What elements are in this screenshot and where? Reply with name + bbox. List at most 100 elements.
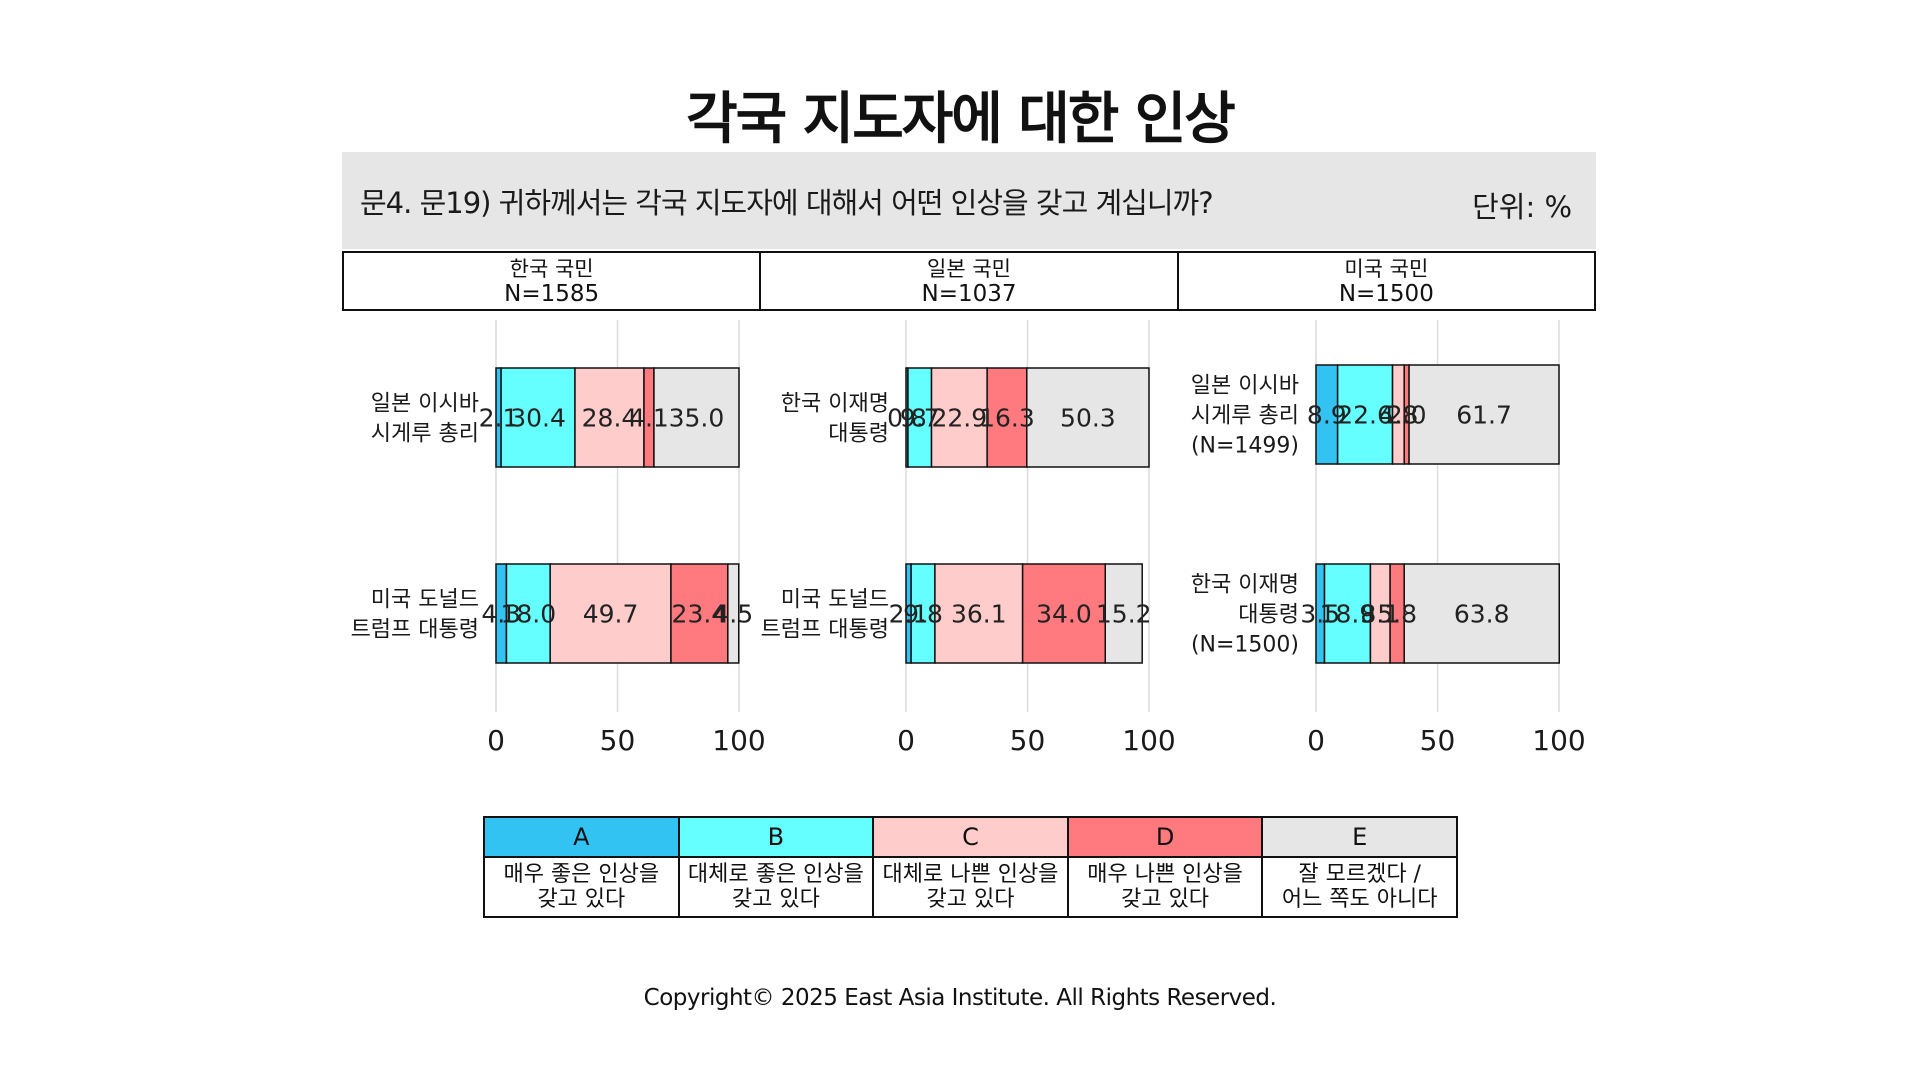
data-label: 16.3 [979, 404, 1035, 433]
bar-segment [1408, 364, 1560, 465]
legend-desc-line: 어느 쪽도 아니다 [1281, 887, 1438, 912]
data-label: 8.1 [1360, 600, 1400, 629]
data-label: 15.2 [1096, 600, 1152, 629]
data-label: 3.5 [1300, 600, 1340, 629]
data-label: 8.9 [1307, 401, 1347, 430]
chart-title: 각국 지도자에 대한 인상 [686, 87, 1236, 152]
legend-desc-line: 갖고 있다 [537, 887, 626, 912]
legend-code-c: C [872, 816, 1069, 858]
tick-label: 50 [1010, 724, 1046, 757]
panel-header-korea: 한국 국민 N=1585 [344, 253, 762, 309]
category-label: 대통령 [1238, 603, 1299, 628]
category-label: 시게루 총리 [1191, 404, 1299, 429]
data-label: 2.0 [1387, 401, 1427, 430]
tick-label: 100 [1122, 724, 1175, 757]
tick-label: 0 [1307, 724, 1325, 757]
legend-desc-line: 대체로 좋은 인상을 [687, 862, 864, 887]
panel-header-usa: 미국 국민 N=1500 [1179, 253, 1594, 309]
bar-segment [1104, 563, 1143, 664]
bar-segment [1403, 563, 1560, 664]
legend-desc-line: 갖고 있다 [731, 887, 820, 912]
data-label: 30.4 [510, 404, 566, 433]
legend-code-d: D [1066, 816, 1264, 858]
data-label: 36.1 [951, 600, 1007, 629]
data-label: 5.8 [1377, 600, 1417, 629]
tick-label: 50 [1420, 724, 1456, 757]
bar-segment [727, 563, 740, 664]
legend-desc-line: 갖고 있다 [926, 887, 1015, 912]
bar-segment [930, 367, 988, 468]
legend-code-e: E [1261, 816, 1458, 858]
panel-header-label: 미국 국민 [1344, 257, 1429, 281]
data-label: 9.8 [903, 600, 943, 629]
tick-label: 0 [897, 724, 915, 757]
bar-segment [1336, 364, 1394, 465]
data-label: 18.9 [1320, 600, 1376, 629]
data-label: 28.4 [582, 404, 638, 433]
category-label: 일본 이시바 [1191, 374, 1299, 399]
category-label: 한국 이재명 [781, 392, 889, 417]
bar-segment [934, 563, 1024, 664]
data-label: 22.9 [932, 404, 988, 433]
tick-label: 50 [600, 724, 636, 757]
data-label: 22.6 [1337, 401, 1393, 430]
legend-desc-line: 갖고 있다 [1121, 887, 1210, 912]
panel-sample-size: N=1585 [504, 281, 600, 307]
data-label: 0.8 [887, 404, 927, 433]
data-label: 4.3 [481, 600, 521, 629]
category-label: 트럼프 대통령 [761, 618, 889, 643]
data-label: 2.1 [479, 404, 519, 433]
category-label: 미국 도널드 [781, 588, 889, 613]
category-label: 미국 도널드 [371, 588, 479, 613]
legend-desc-line: 대체로 나쁜 인상을 [882, 862, 1059, 887]
legend-table: A B C D E 매우 좋은 인상을 갖고 있다 대체로 좋은 인상을 갖고 … [483, 816, 1458, 918]
bar-segment [653, 367, 740, 468]
legend-desc-a: 매우 좋은 인상을 갖고 있다 [483, 856, 680, 918]
unit-label: 단위: % [1472, 190, 1572, 224]
tick-label: 0 [487, 724, 505, 757]
data-label: 4.1 [629, 404, 669, 433]
panel-sample-size: N=1500 [1338, 281, 1434, 307]
data-label: 9.7 [900, 404, 940, 433]
panel-header-japan: 일본 국민 N=1037 [761, 253, 1179, 309]
data-label: 4.5 [713, 600, 753, 629]
question-bar: 문4. 문19) 귀하께서는 각국 지도자에 대해서 어떤 인상을 갖고 계십니… [342, 152, 1596, 249]
data-label: 34.0 [1036, 600, 1092, 629]
category-label: (N=1500) [1191, 633, 1299, 658]
bar-segment [1026, 367, 1150, 468]
bar-segment [1323, 563, 1372, 664]
legend-desc-c: 대체로 나쁜 인상을 갖고 있다 [872, 856, 1069, 918]
data-label: 50.3 [1060, 404, 1116, 433]
panel-header-row: 한국 국민 N=1585 일본 국민 N=1037 미국 국민 N=1500 [342, 251, 1596, 311]
category-label: 일본 이시바 [371, 392, 479, 417]
bar-segment [986, 367, 1028, 468]
tick-label: 100 [712, 724, 765, 757]
data-label: 23.4 [672, 600, 728, 629]
category-label: 한국 이재명 [1191, 573, 1299, 598]
data-label: 18.0 [500, 600, 556, 629]
data-label: 49.7 [583, 600, 639, 629]
category-label: 대통령 [828, 422, 889, 447]
bar-segment [500, 367, 576, 468]
bar-segment [549, 563, 672, 664]
legend-desc-line: 매우 좋은 인상을 [503, 862, 660, 887]
legend-desc-b: 대체로 좋은 인상을 갖고 있다 [677, 856, 875, 918]
data-label: 61.7 [1456, 401, 1512, 430]
data-label: 4.8 [1378, 401, 1418, 430]
category-label: (N=1499) [1191, 434, 1299, 459]
data-label: 2.1 [889, 600, 929, 629]
bar-segment [574, 367, 645, 468]
bar-segment [1021, 563, 1107, 664]
data-label: 35.0 [669, 404, 725, 433]
category-label: 트럼프 대통령 [351, 618, 479, 643]
legend-code-b: B [677, 816, 875, 858]
legend-code-a: A [483, 816, 680, 858]
panel-sample-size: N=1037 [921, 281, 1017, 307]
panel-header-label: 한국 국민 [509, 257, 594, 281]
data-label: 63.8 [1454, 600, 1510, 629]
bar-segment [670, 563, 729, 664]
copyright-notice: Copyright© 2025 East Asia Institute. All… [643, 985, 1277, 1011]
legend-desc-d: 매우 나쁜 인상을 갖고 있다 [1066, 856, 1264, 918]
tick-label: 100 [1532, 724, 1585, 757]
